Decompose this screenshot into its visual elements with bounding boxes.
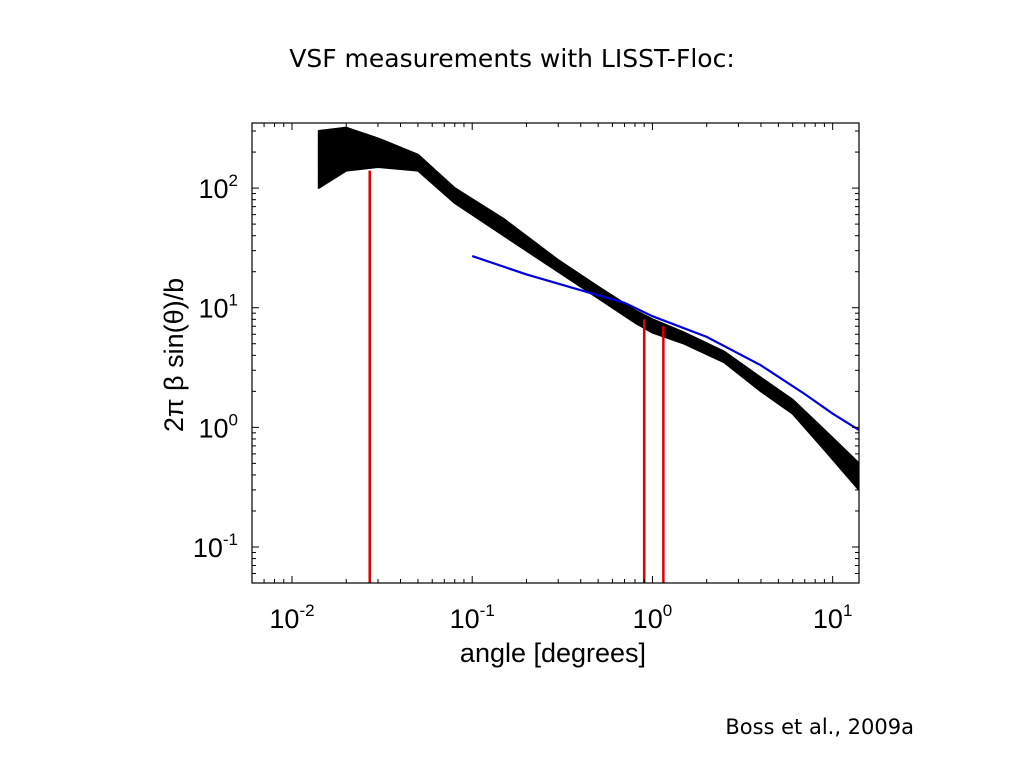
plot-area bbox=[252, 123, 859, 583]
y-tick-label: 101 bbox=[198, 291, 238, 324]
model-fit-line bbox=[471, 255, 859, 431]
y-tick-label: 100 bbox=[198, 410, 238, 443]
tick-layer: 10-2 10-1 100 101 10-1 100 101 102 bbox=[193, 123, 859, 634]
x-tick-label: 100 bbox=[633, 601, 673, 634]
x-tick-label: 10-2 bbox=[269, 601, 314, 634]
x-axis-label: angle [degrees] bbox=[460, 638, 646, 668]
citation: Boss et al., 2009a bbox=[725, 715, 914, 739]
vsf-lower-envelope-line bbox=[317, 165, 859, 491]
data-layer bbox=[317, 126, 859, 583]
x-tick-label: 10-1 bbox=[450, 601, 495, 634]
plot-frame bbox=[251, 122, 860, 584]
y-tick-label: 102 bbox=[198, 171, 238, 204]
vsf-upper-envelope-line bbox=[318, 126, 859, 465]
y-axis-label: 2π β sin(θ)/b bbox=[159, 278, 189, 432]
slide-title: VSF measurements with LISST-Floc: bbox=[289, 44, 735, 73]
y-tick-label: 10-1 bbox=[193, 530, 238, 563]
x-tick-label: 101 bbox=[813, 601, 853, 634]
